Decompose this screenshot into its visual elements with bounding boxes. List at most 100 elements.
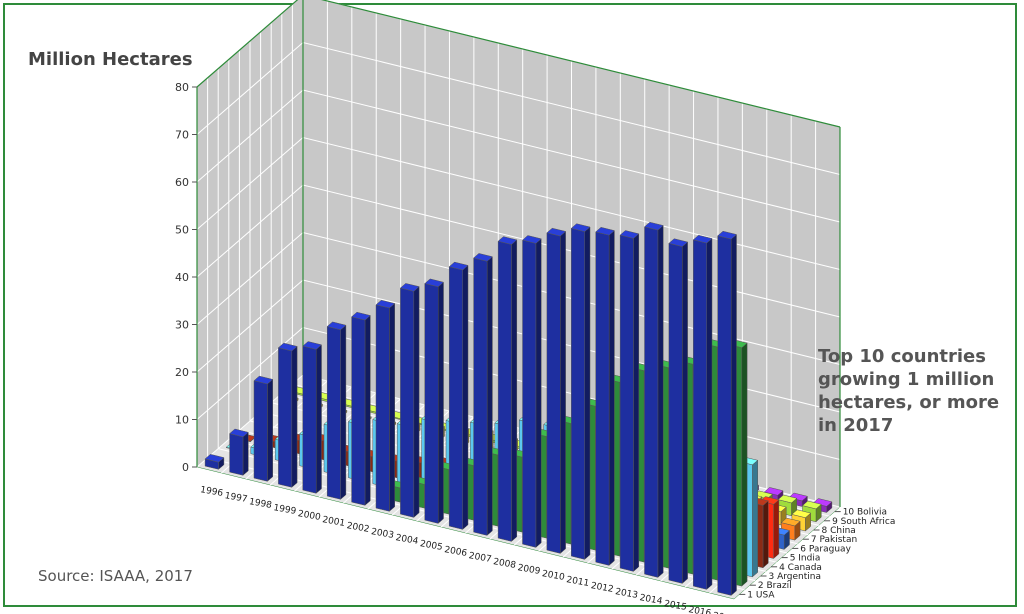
bar-top: [497, 236, 518, 245]
bar: [619, 230, 640, 572]
bar-side: [486, 256, 493, 536]
bar-top: [204, 454, 225, 463]
bar-side: [584, 226, 591, 560]
bars: [204, 221, 833, 596]
box-edge: [196, 0, 299, 88]
bar: [668, 238, 689, 584]
y-axis: 0 10 20 30 40 50 60 70 80: [175, 81, 197, 474]
bar: [448, 261, 469, 530]
y-tick-label: 80: [175, 81, 189, 94]
bar-side: [706, 237, 713, 590]
bar: [473, 253, 493, 536]
x-tick-label: 2000: [297, 509, 322, 523]
bar-side: [560, 230, 566, 554]
y-tick-label: 20: [175, 366, 189, 379]
bar-top: [399, 283, 420, 292]
bar-front: [644, 226, 659, 578]
bar-side: [741, 342, 748, 587]
bar-side: [437, 281, 444, 524]
x-tick-label: 1996: [199, 485, 224, 499]
y-tick-label: 50: [175, 224, 189, 237]
bar-top: [277, 342, 298, 352]
x-axis: 1996 1997 1998 1999 2000 2001 2002 2003 2004 2005…: [199, 485, 736, 614]
bar-top: [788, 492, 808, 502]
bar-top: [424, 278, 445, 288]
bar-top: [229, 428, 249, 438]
bar-top: [780, 517, 801, 527]
bar-side: [535, 238, 542, 548]
x-tick-label: 2004: [395, 533, 420, 547]
bar-side: [413, 286, 420, 518]
x-tick-label: 2007: [468, 551, 492, 565]
x-tick-label: 2002: [346, 521, 370, 535]
x-tick-label: 2014: [639, 593, 664, 607]
bar-side: [762, 500, 769, 569]
bar-front: [424, 283, 439, 524]
bar-side: [657, 224, 664, 578]
bar-top: [619, 230, 640, 239]
bar-front: [693, 239, 707, 590]
series-label: 4 Canada: [779, 563, 822, 573]
series-label: 2 Brazil: [758, 581, 792, 591]
series-label: 7 Pakistan: [811, 535, 857, 545]
bar-front: [326, 326, 341, 500]
series-label: 8 China: [822, 526, 856, 536]
bar-front: [717, 235, 732, 596]
bar-top: [302, 341, 323, 350]
bar-front: [278, 347, 293, 488]
series-label: 1 USA: [747, 590, 775, 600]
bar-top: [717, 230, 738, 240]
bar-side: [340, 324, 347, 500]
bar-top: [595, 227, 615, 236]
bar: [595, 227, 615, 566]
bar: [497, 236, 518, 542]
y-tick-label: 10: [175, 414, 189, 427]
bar: [326, 321, 347, 500]
bar-top: [448, 261, 469, 271]
bar: [399, 283, 420, 518]
bar: [643, 221, 664, 578]
bar: [692, 234, 713, 590]
bar-front: [497, 240, 512, 542]
bar-top: [570, 223, 591, 232]
bar: [375, 299, 396, 512]
bar-front: [595, 231, 610, 566]
x-tick-label: 1999: [273, 503, 298, 517]
bar-side: [291, 345, 298, 488]
series-label: 10 Bolivia: [843, 508, 887, 518]
bar-side: [267, 378, 273, 482]
x-tick-label: 2012: [590, 581, 614, 595]
bar: [546, 227, 567, 554]
bar-side: [315, 344, 322, 494]
bar-side: [752, 459, 758, 578]
bar: [424, 278, 445, 524]
bar-top: [351, 311, 371, 321]
series-1: [204, 221, 738, 596]
x-tick-label: 2003: [370, 527, 394, 541]
bar-front: [351, 316, 366, 506]
bar: [570, 223, 591, 560]
x-tick-label: 2008: [492, 557, 517, 571]
x-tick-label: 2005: [419, 539, 443, 553]
bar-side: [773, 499, 780, 560]
x-tick-label: 1998: [248, 497, 273, 511]
box-edge: [320, 0, 841, 128]
x-tick-label: 2006: [443, 545, 468, 559]
bar: [253, 375, 274, 482]
bar-front: [668, 242, 683, 584]
bar-top: [546, 227, 567, 237]
bar-top: [643, 221, 664, 231]
bar-front: [522, 239, 537, 548]
bar-top: [812, 498, 833, 507]
bar: [521, 235, 542, 548]
bar-top: [253, 375, 274, 385]
bar-front: [400, 287, 415, 518]
bar: [204, 454, 225, 470]
series-label: 6 Paraguay: [800, 544, 851, 554]
bar: [229, 428, 249, 476]
bar-top: [763, 487, 784, 496]
y-tick-label: 70: [175, 129, 189, 142]
bar-front: [253, 380, 268, 482]
